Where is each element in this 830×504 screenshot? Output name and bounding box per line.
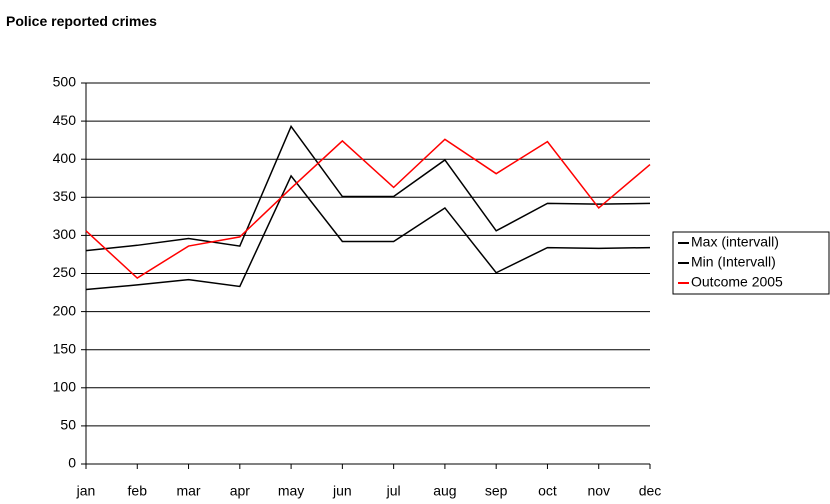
y-tick-label: 0 — [68, 455, 76, 471]
y-tick-label: 250 — [53, 264, 77, 280]
series-line — [85, 174, 651, 291]
x-tick-label: apr — [230, 483, 251, 499]
x-tick-label: feb — [128, 483, 148, 499]
y-tick-label: 150 — [53, 340, 77, 356]
legend-label: Outcome 2005 — [691, 274, 783, 290]
x-tick-label: may — [278, 483, 304, 499]
y-tick-label: 500 — [53, 74, 77, 90]
x-tick-label: sep — [485, 483, 508, 499]
y-tick-label: 350 — [53, 188, 77, 204]
y-tick-label: 200 — [53, 302, 77, 318]
x-tick-label: nov — [587, 483, 610, 499]
legend-label: Max (intervall) — [691, 234, 779, 250]
x-tick-label: oct — [538, 483, 557, 499]
y-tick-label: 450 — [53, 112, 77, 128]
x-tick-label: jun — [332, 483, 352, 499]
x-tick-label: aug — [433, 483, 456, 499]
x-tick-label: jul — [386, 483, 401, 499]
y-tick-label: 50 — [60, 417, 76, 433]
legend-label: Min (Intervall) — [691, 254, 776, 270]
x-tick-label: mar — [176, 483, 200, 499]
x-tick-label: jan — [76, 483, 96, 499]
y-tick-label: 300 — [53, 226, 77, 242]
y-tick-label: 400 — [53, 150, 77, 166]
legend-box — [672, 231, 830, 295]
chart-title: Police reported crimes — [6, 13, 157, 29]
series-line — [85, 124, 651, 252]
series-line — [85, 138, 651, 280]
x-tick-label: dec — [639, 483, 662, 499]
y-tick-label: 100 — [53, 379, 77, 395]
